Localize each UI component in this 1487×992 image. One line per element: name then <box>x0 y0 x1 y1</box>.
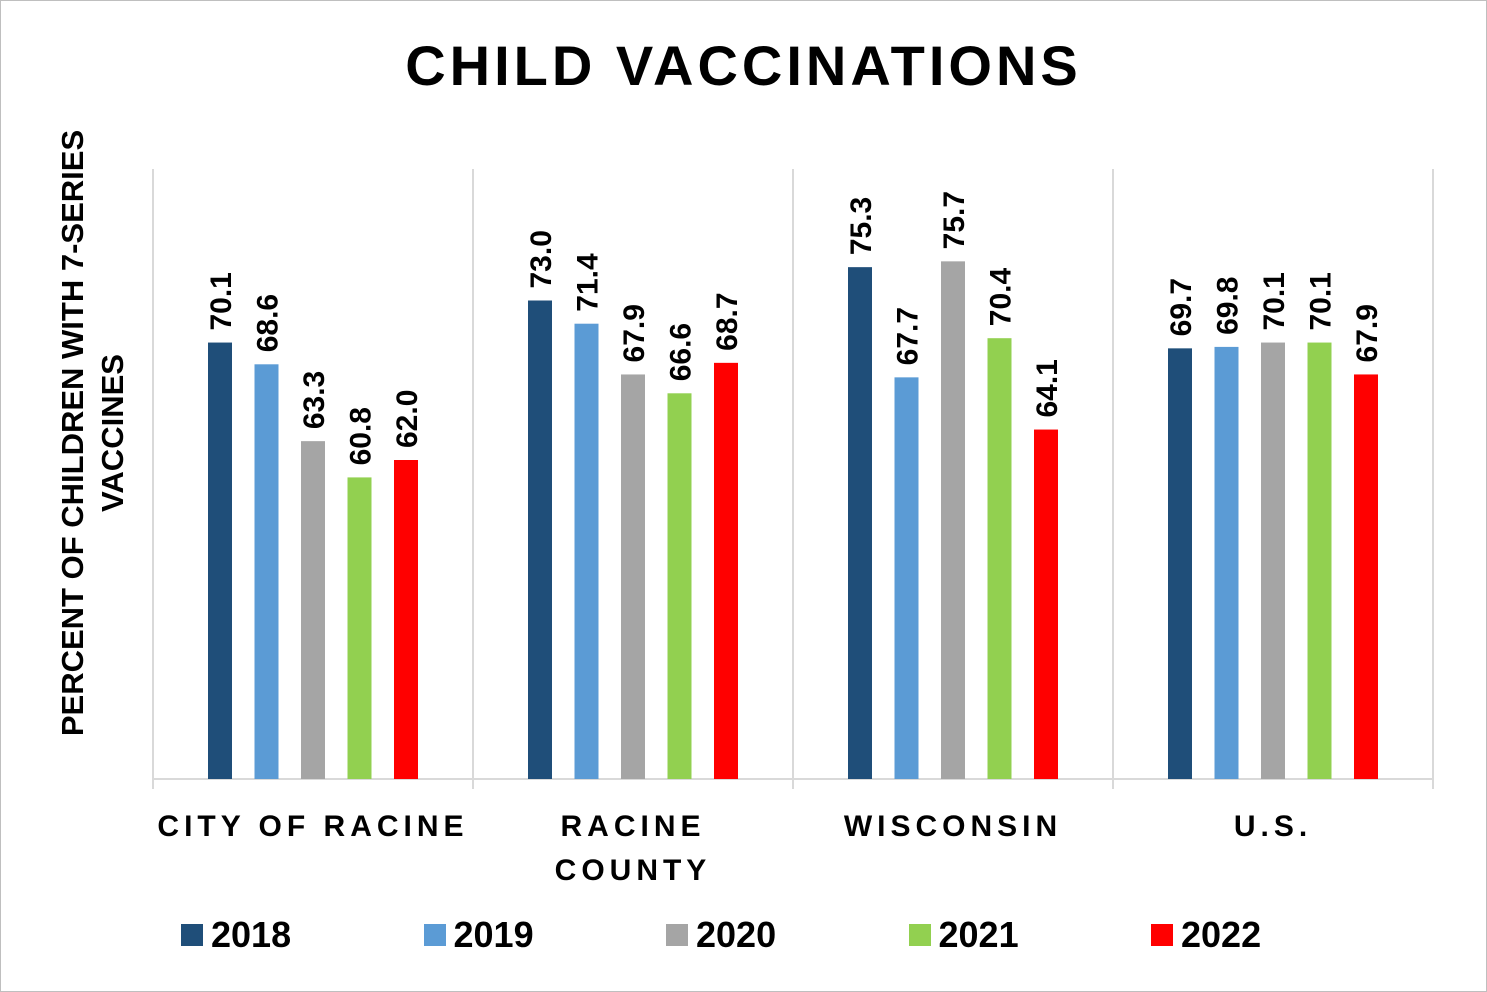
bar-2021-3 <box>1307 342 1332 779</box>
data-label-2021-2: 70.4 <box>985 267 1018 326</box>
bar-2022-2 <box>1034 429 1058 779</box>
data-label-2021-1: 66.6 <box>665 323 698 381</box>
bar-2018-0 <box>208 342 232 779</box>
category-label-line: RACINE <box>560 810 706 843</box>
legend-item-2022: 2022 <box>1151 909 1261 961</box>
data-label-2022-1: 68.7 <box>711 292 744 350</box>
bar-2022-0 <box>394 460 418 779</box>
legend-swatch <box>666 924 688 946</box>
legend: 2018 2019 2020 2021 2022 <box>181 909 1301 961</box>
data-label-2020-2: 75.7 <box>938 191 971 249</box>
data-label-2019-2: 67.7 <box>892 307 925 365</box>
bar-2019-2 <box>894 377 919 779</box>
data-label-2020-1: 67.9 <box>618 304 651 362</box>
bar-2022-1 <box>714 362 738 779</box>
category-label-line: U.S. <box>1233 810 1313 843</box>
legend-swatch <box>908 924 931 946</box>
legend-label: 2018 <box>211 914 292 955</box>
data-label-2018-3: 69.7 <box>1165 278 1198 336</box>
legend-label: 2020 <box>696 914 777 955</box>
category-label-line: CITY OF RACINE <box>157 810 469 843</box>
category-label: U.S. <box>1113 805 1433 849</box>
data-label-2021-3: 70.1 <box>1305 272 1338 330</box>
bar-2022-3 <box>1354 374 1378 779</box>
category-label: CITY OF RACINE <box>153 805 473 849</box>
data-label-2022-2: 64.1 <box>1031 359 1064 417</box>
bar-2020-2 <box>941 261 965 780</box>
bar-2020-1 <box>621 374 645 779</box>
data-label-2018-0: 70.1 <box>205 272 238 330</box>
legend-label: 2022 <box>1181 914 1262 955</box>
category-label-line: COUNTY <box>554 854 712 887</box>
bar-2018-1 <box>528 300 552 779</box>
data-label-2022-0: 62.0 <box>391 390 424 448</box>
bar-2021-1 <box>667 393 692 779</box>
bar-2020-3 <box>1261 342 1285 779</box>
bar-2021-2 <box>987 338 1012 779</box>
category-label: WISCONSIN <box>793 805 1113 849</box>
data-label-2022-3: 67.9 <box>1351 304 1384 362</box>
data-label-2018-1: 73.0 <box>525 230 558 288</box>
data-label-2019-3: 69.8 <box>1212 277 1245 335</box>
data-label-2020-0: 63.3 <box>298 371 331 429</box>
legend-item-2020: 2020 <box>666 909 776 961</box>
bar-2018-2 <box>848 267 872 779</box>
bar-2020-0 <box>301 441 325 779</box>
category-label-line: WISCONSIN <box>843 810 1063 843</box>
category-label: RACINE COUNTY <box>473 805 793 893</box>
legend-label: 2019 <box>453 914 534 955</box>
data-label-2019-1: 71.4 <box>572 253 605 312</box>
legend-item-2019: 2019 <box>423 909 534 961</box>
legend-label: 2021 <box>938 914 1019 955</box>
data-label-2020-3: 70.1 <box>1258 272 1291 330</box>
bar-2019-1 <box>574 323 599 779</box>
legend-swatch <box>181 924 203 946</box>
data-label-2021-0: 60.8 <box>345 407 378 465</box>
data-label-2019-0: 68.6 <box>252 294 285 352</box>
bar-2019-0 <box>254 364 279 779</box>
data-label-2018-2: 75.3 <box>845 197 878 255</box>
bar-2019-3 <box>1214 346 1239 779</box>
legend-item-2018: 2018 <box>181 909 291 961</box>
bar-2018-3 <box>1168 348 1192 779</box>
bar-2021-0 <box>347 477 372 779</box>
chart-title: CHILD VACCINATIONS <box>405 34 1082 97</box>
legend-item-2021: 2021 <box>908 909 1019 961</box>
legend-swatch <box>1151 924 1173 946</box>
legend-swatch <box>423 924 446 946</box>
